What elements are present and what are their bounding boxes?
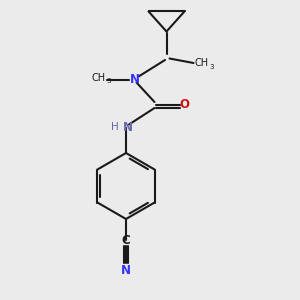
Text: N: N: [122, 121, 133, 134]
Text: 3: 3: [210, 64, 214, 70]
Text: N: N: [130, 73, 140, 86]
Text: CH: CH: [195, 58, 209, 68]
Text: C: C: [122, 234, 130, 248]
Text: H: H: [111, 122, 119, 133]
Text: O: O: [179, 98, 190, 112]
Text: 3: 3: [106, 78, 111, 84]
Text: CH: CH: [92, 73, 106, 83]
Text: N: N: [121, 263, 131, 277]
